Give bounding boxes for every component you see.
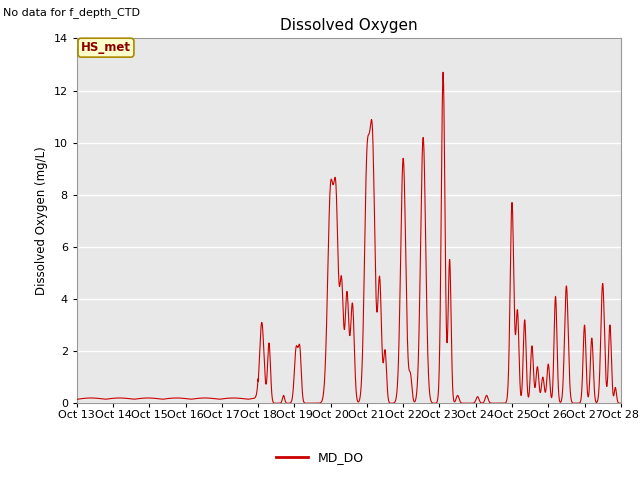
Y-axis label: Dissolved Oxygen (mg/L): Dissolved Oxygen (mg/L) — [35, 146, 48, 295]
Title: Dissolved Oxygen: Dissolved Oxygen — [280, 18, 418, 33]
Legend: MD_DO: MD_DO — [271, 446, 369, 469]
Text: No data for f_depth_CTD: No data for f_depth_CTD — [3, 7, 140, 18]
Text: HS_met: HS_met — [81, 41, 131, 54]
